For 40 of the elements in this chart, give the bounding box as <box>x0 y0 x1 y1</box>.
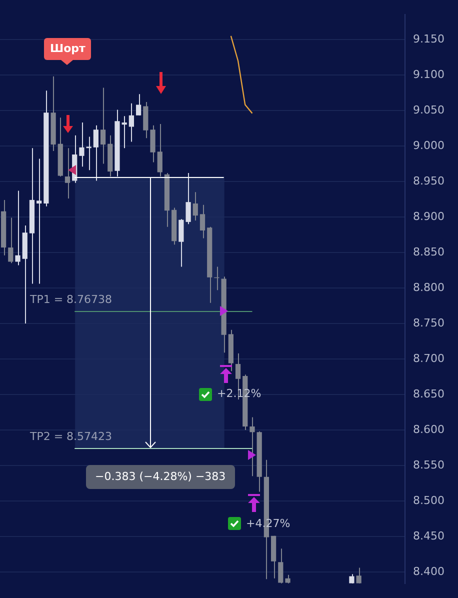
ref-line-label: TP1 = 8.76738 <box>29 292 112 306</box>
candlestick <box>192 192 198 222</box>
candlestick <box>200 204 206 239</box>
y-tick-label: 8.600 <box>413 422 444 436</box>
y-tick-label: 9.150 <box>413 32 444 46</box>
candlestick <box>15 190 20 266</box>
y-tick-label: 8.550 <box>413 458 444 472</box>
candlestick <box>36 158 42 284</box>
y-tick-label: 8.700 <box>413 352 444 365</box>
candlestick <box>122 116 127 149</box>
candlestick <box>79 122 84 168</box>
ref-line-label: TP2 = 8.57423 <box>29 430 112 443</box>
candlestick <box>356 567 362 584</box>
candlestick <box>157 123 162 178</box>
y-tick-label: 8.950 <box>413 174 444 188</box>
y-tick-label: 9.000 <box>413 138 444 152</box>
y-tick-label: 8.900 <box>413 210 444 223</box>
candlestick <box>186 172 191 225</box>
y-tick-label: 8.750 <box>413 316 444 330</box>
candlestick <box>278 548 284 584</box>
annotation: Шорт <box>44 38 92 60</box>
candlestick <box>128 102 134 142</box>
y-tick-label: 8.650 <box>413 387 444 400</box>
candlestick <box>178 218 184 268</box>
y-tick-label: 8.400 <box>413 564 444 578</box>
annotation: −0.383 (−4.28%) −383 <box>86 465 235 489</box>
candlestick <box>250 416 255 477</box>
y-tick-label: 8.500 <box>413 494 444 507</box>
candlestick <box>86 136 92 171</box>
y-tick-label: 8.800 <box>413 280 444 294</box>
y-tick-label: 8.850 <box>413 245 444 258</box>
candlestick <box>64 148 70 200</box>
candlestick <box>100 87 106 164</box>
candlestick <box>136 94 142 116</box>
y-tick-label: 8.450 <box>413 529 444 542</box>
candlestick <box>150 124 156 163</box>
y-tick-label: 9.050 <box>413 103 444 116</box>
candlestick <box>93 124 98 182</box>
y-tick-label: 9.100 <box>413 68 444 81</box>
candlestick <box>8 217 14 264</box>
